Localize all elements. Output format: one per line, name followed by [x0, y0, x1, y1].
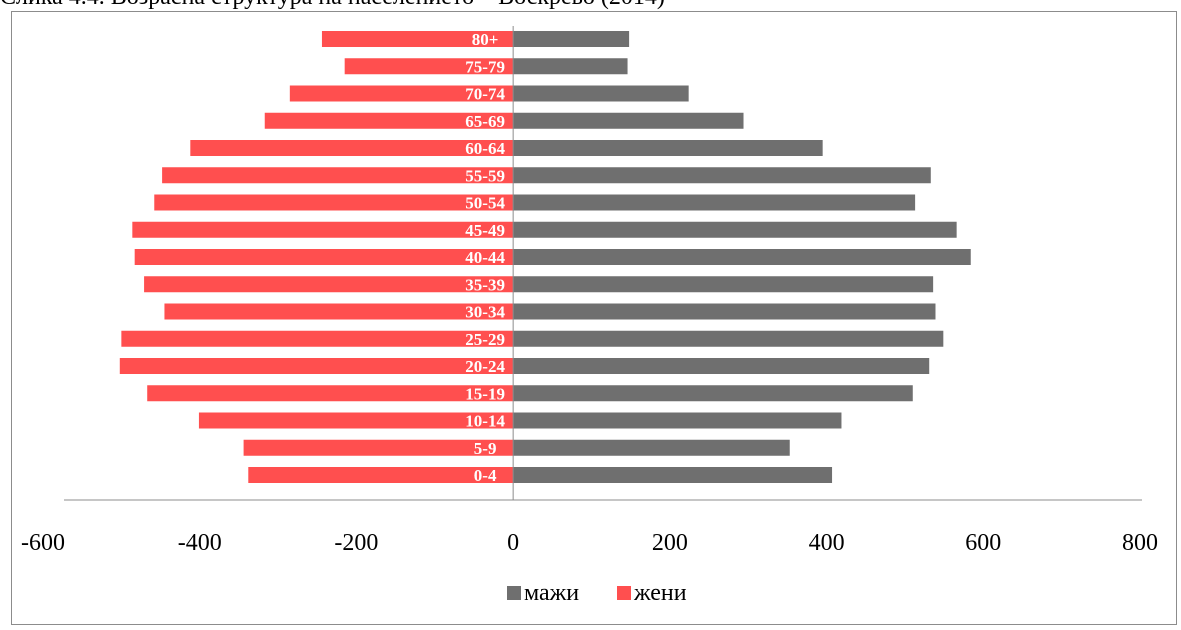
category-label: 70-74: [465, 85, 505, 104]
legend-swatch-жени: [617, 586, 631, 600]
bar-жени-55-59: [162, 167, 514, 184]
legend-label-мажи: мажи: [524, 580, 579, 606]
bar-жени-15-19: [147, 385, 514, 402]
population-pyramid-chart: 0-4 5-9 10-14 15-19 20-24 25-29 30-34 35-39 40-4…: [21, 26, 1158, 606]
x-tick-label: 0: [507, 530, 519, 556]
bar-жени-75-79: [344, 58, 514, 75]
category-label: 10-14: [465, 412, 505, 431]
bar-жени-35-39: [144, 276, 514, 293]
category-label: 40-44: [465, 248, 505, 267]
bar-жени-30-34: [164, 303, 514, 320]
bar-жени-0-4: [248, 467, 514, 483]
category-label: 60-64: [465, 139, 505, 158]
bar-мажи-35-39: [513, 276, 934, 293]
bar-жени-20-24: [119, 358, 514, 374]
bar-жени-45-49: [132, 221, 514, 238]
category-label: 15-19: [465, 384, 505, 403]
category-label: 35-39: [465, 275, 505, 294]
figure-caption: Слика 4.4. Возрасна структура на населен…: [0, 0, 665, 11]
bar-мажи-50-54: [513, 194, 916, 211]
category-label: 45-49: [465, 221, 505, 240]
x-tick-label: -400: [178, 530, 222, 556]
bar-мажи-20-24: [513, 358, 930, 374]
bar-мажи-10-14: [513, 412, 842, 429]
bar-жени-60-64: [190, 140, 514, 156]
category-label: 0-4: [474, 466, 497, 485]
bar-мажи-30-34: [513, 303, 936, 320]
bar-мажи-60-64: [513, 140, 823, 156]
bar-мажи-80+: [513, 31, 630, 47]
category-label: 25-29: [465, 330, 505, 349]
bar-мажи-70-74: [513, 85, 689, 102]
x-tick-label: 800: [1122, 530, 1158, 556]
bar-мажи-25-29: [513, 330, 944, 347]
bar-жени-10-14: [198, 412, 514, 429]
category-label: 75-79: [465, 57, 505, 76]
category-label: 20-24: [465, 357, 505, 376]
bar-жени-65-69: [264, 112, 514, 129]
category-label: 50-54: [465, 194, 505, 213]
bar-мажи-15-19: [513, 385, 913, 402]
x-tick-label: -200: [334, 530, 378, 556]
bar-мажи-40-44: [513, 249, 971, 265]
bar-мажи-55-59: [513, 167, 931, 184]
bar-жени-50-54: [154, 194, 514, 211]
x-tick-label: 400: [809, 530, 845, 556]
bar-мажи-5-9: [513, 439, 790, 456]
bar-жени-80+: [321, 31, 514, 47]
x-tick-label: 200: [652, 530, 688, 556]
bar-мажи-65-69: [513, 112, 744, 129]
bar-мажи-75-79: [513, 58, 628, 75]
bar-жени-70-74: [289, 85, 514, 102]
category-label: 30-34: [465, 303, 505, 322]
bar-жени-40-44: [134, 249, 514, 265]
bar-мажи-45-49: [513, 221, 957, 238]
category-label: 80+: [472, 30, 499, 49]
bar-жени-5-9: [243, 439, 514, 456]
legend-label-жени: жени: [633, 580, 687, 606]
chart-frame: 0-4 5-9 10-14 15-19 20-24 25-29 30-34 35-39 40-4…: [11, 11, 1177, 625]
category-label: 55-59: [465, 166, 505, 185]
x-tick-label: -600: [21, 530, 65, 556]
x-tick-label: 600: [965, 530, 1001, 556]
category-label: 5-9: [474, 439, 497, 458]
legend-swatch-мажи: [507, 586, 521, 600]
bar-мажи-0-4: [513, 467, 833, 483]
category-label: 65-69: [465, 112, 505, 131]
bar-жени-25-29: [121, 330, 514, 347]
